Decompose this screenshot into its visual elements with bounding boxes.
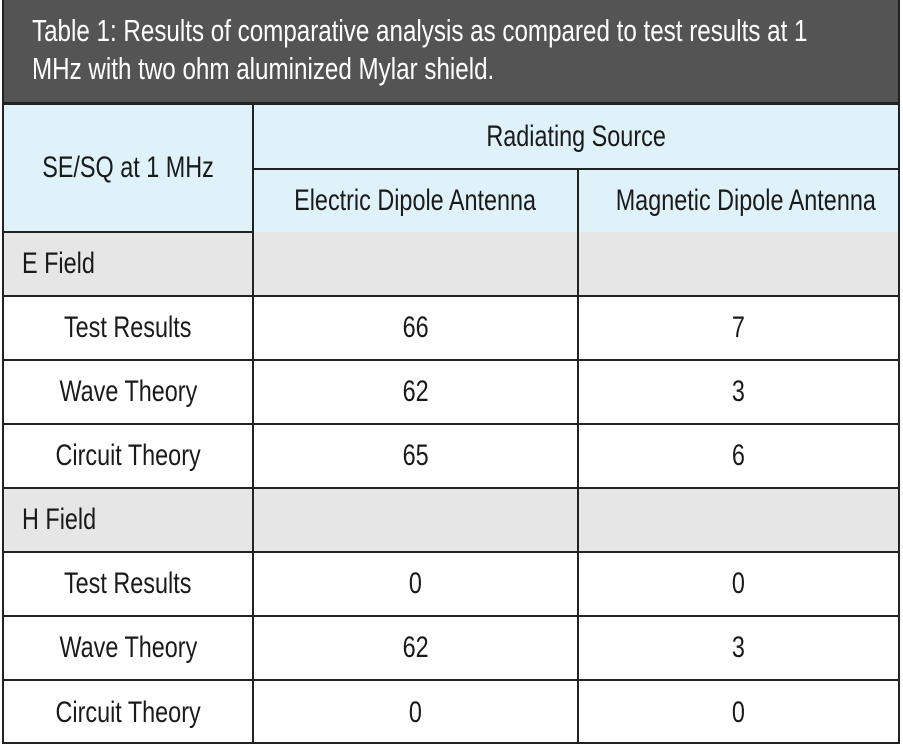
table-title: Table 1: Results of comparative analysis… [4,0,898,105]
table-row: Test Results 0 0 [4,551,898,617]
row-label: Wave Theory [4,359,254,425]
table-row: Wave Theory 62 3 [4,359,898,425]
value-cell: 6 [577,423,898,489]
column-header: Magnetic Dipole Antenna [577,168,898,232]
table-row: Test Results 66 7 [4,295,898,361]
empty-cell [252,232,579,297]
section-label: E Field [4,232,254,297]
value-cell: 62 [252,359,579,425]
table-row: Circuit Theory 0 0 [4,679,898,744]
value-cell: 3 [577,359,898,425]
empty-cell [577,232,898,297]
value-cell: 0 [252,679,579,744]
value-cell: 62 [252,615,579,681]
table-row: Circuit Theory 65 6 [4,423,898,489]
value-cell: 66 [252,295,579,361]
value-cell: 7 [577,295,898,361]
section-row: E Field [4,232,898,297]
value-cell: 0 [577,551,898,617]
value-cell: 0 [252,551,579,617]
empty-cell [252,487,579,553]
row-label: Test Results [4,295,254,361]
group-header-cell: Radiating Source [252,105,898,170]
value-cell: 3 [577,615,898,681]
section-label: H Field [4,487,254,553]
section-row: H Field [4,487,898,553]
table-row: Wave Theory 62 3 [4,615,898,681]
row-label: Circuit Theory [4,679,254,744]
row-label: Test Results [4,551,254,617]
results-table: SE/SQ at 1 MHz Radiating Source Electric… [4,105,898,744]
value-cell: 65 [252,423,579,489]
row-header-cell: SE/SQ at 1 MHz [4,105,254,233]
value-cell: 0 [577,679,898,744]
column-header: Electric Dipole Antenna [253,168,579,232]
row-label: Wave Theory [4,615,254,681]
row-label: Circuit Theory [4,423,254,489]
empty-cell [577,487,898,553]
